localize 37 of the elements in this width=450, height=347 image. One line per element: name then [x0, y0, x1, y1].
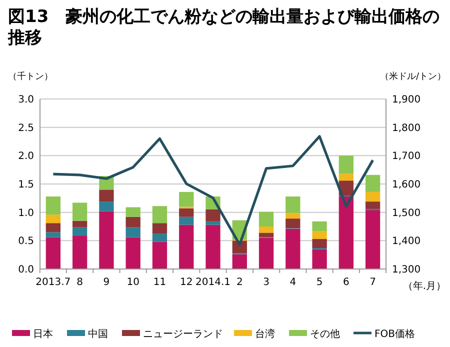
y-tick-label: 0.5 [18, 236, 34, 248]
x-tick-label: 2 [236, 277, 243, 288]
x-tick-label: 7 [370, 277, 376, 288]
y-axis-title: （千トン） [8, 71, 53, 82]
x-tick-label: 11 [153, 277, 166, 288]
x-tick-label: 6 [342, 277, 350, 288]
y2-tick-label: 1,800 [392, 122, 421, 134]
y-tick-label: 2.0 [18, 151, 34, 162]
y-tick-label: 1.5 [18, 180, 34, 190]
x-tick-label: 2013.7 [36, 277, 71, 288]
x-tick-label: 3 [263, 277, 270, 288]
y2-tick-label: 1,700 [392, 151, 421, 162]
y2-tick-label: 1,300 [392, 264, 421, 276]
y2-tick-label: 1,500 [392, 208, 421, 219]
legend-label: FOB価格 [374, 328, 415, 340]
x-tick-label: 4 [290, 277, 296, 288]
y2-axis-title: （米ドル/トン） [380, 71, 446, 82]
x-tick-label: 12 [180, 277, 193, 288]
y-tick-label: 2.5 [18, 122, 34, 134]
y-tick-label: 1.0 [18, 208, 34, 219]
y-tick-label: 3.0 [18, 94, 34, 106]
chart-title: 図13 豪州の化工でん粉などの輸出量および輸出価格の推移 [7, 7, 440, 48]
x-tick-label: 10 [126, 277, 140, 288]
legend-label: 台湾 [255, 328, 275, 340]
x-tick-label: 5 [316, 277, 323, 288]
y-tick-label: 0.0 [18, 264, 34, 276]
x-tick-label: 9 [103, 277, 110, 288]
y2-tick-label: 1,600 [392, 180, 421, 190]
legend-label: 中国 [88, 328, 108, 340]
x-tick-label: 2014.1 [196, 277, 230, 288]
legend-label: 日本 [33, 328, 53, 340]
y2-tick-label: 1,900 [392, 94, 421, 106]
x-axis-title: （年.月） [402, 280, 446, 292]
legend-label: ニュージーランド [143, 329, 223, 340]
x-tick-label: 8 [76, 277, 84, 288]
legend-label: その他 [310, 328, 340, 340]
y2-tick-label: 1,400 [392, 236, 421, 248]
